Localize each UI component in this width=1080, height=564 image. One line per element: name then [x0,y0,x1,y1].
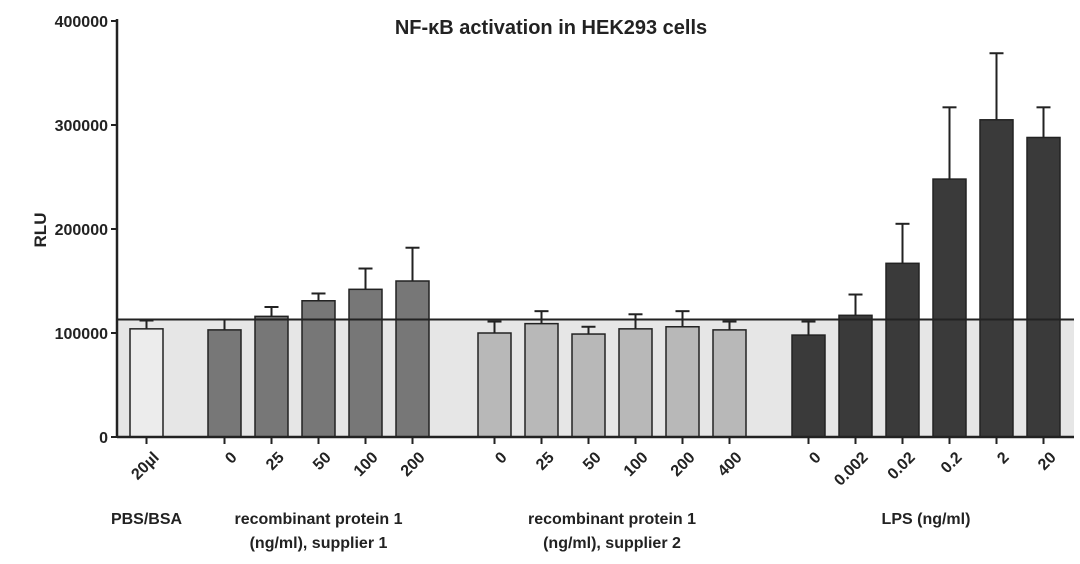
bar [524,322,559,438]
bar [477,332,512,438]
x-tick-label: 20 [1035,449,1060,474]
bar [301,300,336,438]
y-tick-label: 300000 [55,118,108,135]
bar [1026,136,1061,438]
x-tick-label: 2 [994,449,1012,467]
x-tick-label: 50 [310,449,335,474]
x-tick-label: 200 [668,449,699,480]
group-label: PBS/BSA [111,511,183,528]
y-axis-label: RLU [31,213,50,248]
x-tick-label: 0 [806,449,824,467]
x-tick-label: 0 [222,449,240,467]
x-tick-label: 25 [263,449,288,474]
bar [932,178,967,438]
x-tick-label: 0.002 [831,449,871,489]
group-label: recombinant protein 1 [528,511,696,528]
y-tick-label: 0 [99,430,108,447]
chart-title: NF-κB activation in HEK293 cells [395,17,707,39]
bar [207,329,242,438]
bar [571,333,606,438]
group-label: recombinant protein 1 [234,511,402,528]
x-tick-label: 0.02 [885,449,919,483]
group-label: LPS (ng/ml) [882,511,971,528]
bar [885,262,920,438]
bar [665,326,700,438]
y-tick-label: 100000 [55,326,108,343]
bar [712,329,747,438]
y-tick-label: 200000 [55,222,108,239]
x-tick-label: 400 [715,449,746,480]
x-tick-label: 20µl [128,449,162,483]
bar [838,314,873,438]
plot-area: 0 100000 200000 300000 400000 20µl PBS/BSA 0 25 5… [55,14,1074,552]
bar [129,328,164,438]
bar [254,315,289,438]
x-tick-label: 100 [621,449,652,480]
x-tick-label: 100 [351,449,382,480]
y-tick-label: 400000 [55,14,108,31]
x-tick-label: 0.2 [938,449,966,477]
group-label: (ng/ml), supplier 1 [250,535,388,552]
group-label: (ng/ml), supplier 2 [543,535,681,552]
bar [395,280,430,438]
x-tick-label: 25 [533,449,558,474]
bar [979,119,1014,438]
x-tick-label: 200 [398,449,429,480]
bar [348,288,383,438]
bar [791,334,826,438]
x-tick-label: 0 [492,449,510,467]
x-tick-label: 50 [580,449,605,474]
bar [618,328,653,438]
